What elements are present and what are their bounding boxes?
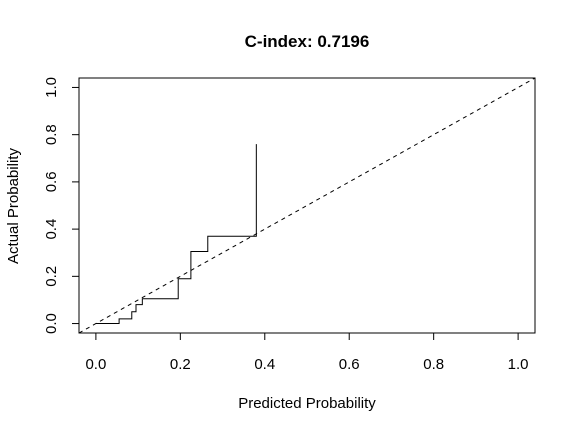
reference-diagonal-line (78, 77, 536, 334)
x-tick-label: 0.2 (170, 356, 191, 373)
y-tick-label: 0.8 (43, 124, 60, 145)
y-tick-label: 1.0 (43, 77, 60, 98)
x-axis-label: Predicted Probability (238, 395, 376, 412)
y-tick-label: 0.4 (43, 219, 60, 240)
y-axis-label: Actual Probability (5, 148, 22, 264)
x-axis: 0.0 0.2 0.4 0.6 0.8 1.0 (85, 332, 529, 373)
chart-title: C-index: 0.7196 (245, 32, 370, 51)
x-tick-label: 0.8 (423, 356, 444, 373)
x-tick-label: 0.6 (339, 356, 360, 373)
calibration-step-line (95, 144, 257, 325)
x-tick-label: 1.0 (508, 356, 529, 373)
series-layer (78, 77, 536, 334)
x-tick-label: 0.4 (254, 356, 275, 373)
y-axis: 0.0 0.2 0.4 0.6 0.8 1.0 (43, 77, 80, 334)
plot-frame (78, 77, 536, 334)
y-tick-label: 0.6 (43, 171, 60, 192)
y-tick-label: 0.0 (43, 313, 60, 334)
x-tick-label: 0.0 (85, 356, 106, 373)
y-tick-label: 0.2 (43, 266, 60, 287)
